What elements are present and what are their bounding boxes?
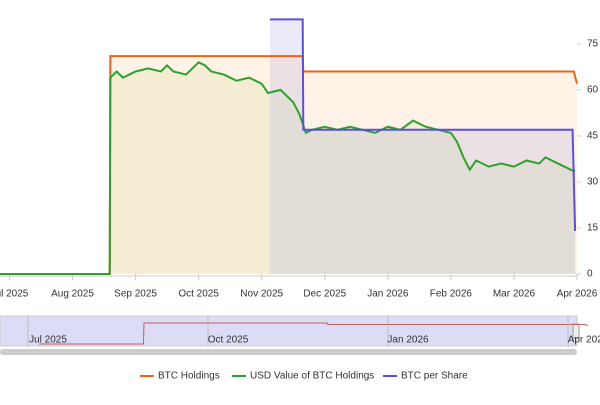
series-area [269,19,576,274]
navigator-line [39,322,589,345]
y-tick-label: 75 [587,39,599,50]
x-tick-label: Sep 2025 [114,289,157,300]
x-tick-label: Apr 2026 [557,289,598,300]
navigator-label: Jul 2025 [29,335,67,346]
legend-label: BTC per Share [401,371,468,382]
x-tick-label: Mar 2026 [493,289,536,300]
navigator-label: Apr 2026 [568,335,600,346]
y-tick-label: 30 [587,177,599,188]
y-tick-label: 60 [587,85,599,96]
navigator-label: Jan 2026 [387,335,429,346]
navigator-label: Oct 2025 [208,335,249,346]
plot-area: 0 15 30 45 60 75 Jul 2025 Aug 2025 Sep 2025 Oct 2… [0,18,599,300]
x-tick-label: Feb 2026 [430,289,473,300]
navigator: Jul 2025 Oct 2025 Jan 2026 Apr 2026 [0,315,600,355]
legend-label: BTC Holdings [158,371,220,382]
x-tick-label: Jul 2025 [0,289,29,300]
x-tick-label: Oct 2025 [178,289,219,300]
y-tick-label: 0 [587,269,593,280]
series-area [0,62,576,274]
x-tick-label: Nov 2025 [240,289,283,300]
x-tick-label: Aug 2025 [51,289,94,300]
x-tick-label: Jan 2026 [367,289,409,300]
series-line [269,18,577,232]
legend: BTC Holdings USD Value of BTC Holdings BTC… [140,371,468,382]
y-tick-label: 15 [587,223,599,234]
series-area [0,56,577,275]
navigator-window[interactable] [0,315,578,347]
y-tick-label: 45 [587,131,599,142]
scrollbar[interactable] [0,349,577,355]
x-tick-label: Dec 2025 [303,289,346,300]
legend-label: USD Value of BTC Holdings [250,371,374,382]
